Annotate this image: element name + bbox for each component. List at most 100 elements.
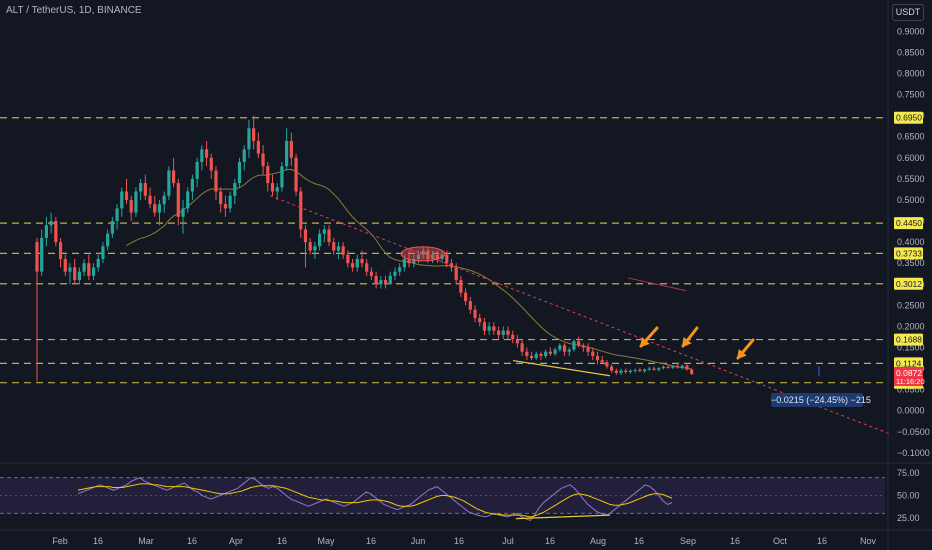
orange-arrow-icon <box>681 326 699 348</box>
level-label: 0.3012 <box>896 279 922 289</box>
candle-body <box>421 250 425 255</box>
candle-body <box>525 351 529 356</box>
candle-body <box>322 229 326 234</box>
arrow-head <box>681 337 692 348</box>
candle-body <box>435 254 439 259</box>
level-label: 0.6950 <box>896 113 922 123</box>
candle-body <box>506 330 510 335</box>
candle-body <box>661 366 666 369</box>
x-tick-label: 16 <box>545 536 555 546</box>
y-tick-label: 0.5000 <box>897 195 925 205</box>
x-tick-label: May <box>317 536 335 546</box>
candle-body <box>275 187 279 192</box>
candle-body <box>383 280 388 285</box>
level-label-bg <box>894 111 923 124</box>
x-tick-label: Jun <box>411 536 426 546</box>
measure-label: −0.0215 (−24.45%) −215 <box>771 393 871 407</box>
candle-body <box>124 191 129 200</box>
level-label: 0.4450 <box>896 218 922 228</box>
candle-body <box>412 258 416 264</box>
price-pane <box>0 115 891 435</box>
candle-body <box>40 237 44 272</box>
candle-body <box>544 351 548 356</box>
candle-body <box>209 157 213 171</box>
x-tick-label: 16 <box>187 536 197 546</box>
x-tick-label: 16 <box>277 536 287 546</box>
candle-body <box>58 242 63 259</box>
candle-body <box>464 292 468 302</box>
candle-body <box>176 183 180 217</box>
candle-body <box>501 330 505 335</box>
x-tick-label: Nov <box>860 536 877 546</box>
candle-body <box>346 254 350 264</box>
candle-body <box>492 326 496 331</box>
candle-body <box>148 195 152 205</box>
candle-body <box>247 128 251 150</box>
candle-body <box>652 368 656 370</box>
candle-body <box>299 191 303 230</box>
candle-body <box>534 353 538 359</box>
candle-body <box>690 369 694 375</box>
candle-body <box>237 162 242 184</box>
candle-body <box>478 317 482 323</box>
candle-body <box>548 351 552 354</box>
x-tick-label: Apr <box>229 536 243 546</box>
candle-body <box>252 128 256 141</box>
candle-body <box>91 267 96 276</box>
candle-body <box>572 341 576 350</box>
candle-body <box>82 263 86 272</box>
candle-body <box>388 275 392 285</box>
level-label: 0.1688 <box>896 335 922 345</box>
candle-body <box>539 353 543 356</box>
x-tick-label: 16 <box>93 536 103 546</box>
candle-body <box>223 204 227 209</box>
candle-body <box>106 233 110 247</box>
candle-body <box>581 345 585 348</box>
x-tick-label: Jul <box>502 536 514 546</box>
level-label-bg <box>894 277 923 290</box>
candle-body <box>520 343 524 352</box>
candle-body <box>487 326 491 331</box>
candle-body <box>171 170 176 184</box>
level-label-bg <box>894 247 923 260</box>
candle-body <box>671 366 675 368</box>
candle-body <box>261 153 265 167</box>
candle-body <box>369 271 374 276</box>
x-tick-label: 16 <box>454 536 464 546</box>
y-tick-label: 0.8500 <box>897 47 925 57</box>
x-tick-label: Feb <box>52 536 68 546</box>
candle-body <box>336 246 341 251</box>
candle-body <box>77 271 81 281</box>
candle-body <box>157 204 162 213</box>
candle-body <box>496 330 501 335</box>
candle-body <box>129 199 133 213</box>
candle-body <box>115 208 119 222</box>
candle-body <box>407 258 411 264</box>
x-tick-label: 16 <box>730 536 740 546</box>
candle-body <box>204 149 209 158</box>
candle-body <box>96 258 100 268</box>
x-tick-label: 16 <box>366 536 376 546</box>
candle-body <box>657 368 661 370</box>
y-tick-label: 0.0000 <box>897 406 925 416</box>
x-tick-label: Mar <box>138 536 154 546</box>
candle-body <box>642 369 647 372</box>
candle-body <box>162 195 166 205</box>
candle-body <box>586 347 590 352</box>
candle-body <box>614 370 618 373</box>
short-red-segment <box>627 277 687 292</box>
highlight-ellipse <box>400 246 446 262</box>
candle-body <box>562 345 567 352</box>
candle-body <box>350 263 355 268</box>
candle-body <box>285 140 289 167</box>
currency-button[interactable]: USDT <box>892 4 924 21</box>
chart-title: ALT / TetherUS, 1D, BINANCE <box>6 5 142 16</box>
candle-body <box>270 183 275 192</box>
candle-body <box>680 365 684 368</box>
candle-body <box>308 242 312 251</box>
rsi-pane <box>0 477 885 522</box>
y-tick-label: 0.0500 <box>897 385 925 395</box>
candle-body <box>360 258 364 264</box>
